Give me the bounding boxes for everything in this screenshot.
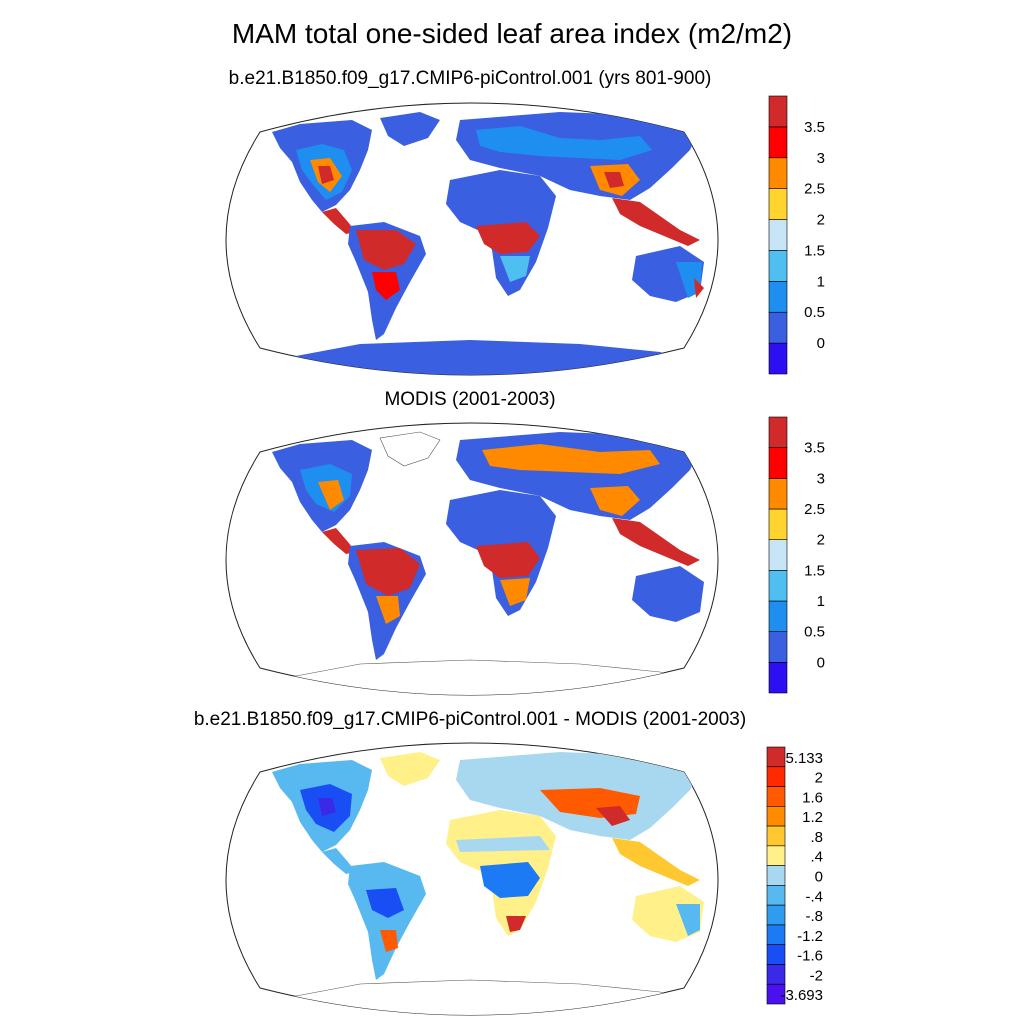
colorbar-modis-tick-label: 1.5 — [804, 562, 825, 579]
colorbar-difference-swatch — [766, 746, 786, 768]
colorbar-model-swatch — [768, 95, 788, 128]
colorbar-difference-swatch — [766, 924, 786, 945]
colorbar-difference-tick-label: -.8 — [805, 908, 823, 925]
panel-2-title: MODIS (2001-2003) — [384, 389, 556, 410]
colorbar-modis-tick-label: 3 — [817, 470, 825, 487]
colorbar-difference-swatch — [766, 786, 786, 807]
colorbar-modis-swatch — [768, 600, 788, 632]
colorbar-difference-swatch — [766, 944, 786, 965]
colorbar-model-swatch — [768, 281, 788, 313]
colorbar-modis-swatch — [768, 570, 788, 602]
colorbar-difference-swatch — [766, 766, 786, 787]
colorbar-model-swatch — [768, 219, 788, 251]
colorbar-modis-tick-label: 2.5 — [804, 501, 825, 518]
map-modis — [225, 422, 719, 696]
colorbar-difference-swatch — [766, 983, 786, 1005]
colorbar-difference-swatch — [766, 845, 786, 866]
colorbar-difference-tick-label: 0 — [815, 869, 823, 886]
colorbar-model-swatch — [768, 250, 788, 282]
colorbar-modis-tick-label: 2 — [817, 532, 825, 549]
colorbar-difference-tick-label: -2 — [810, 967, 823, 984]
colorbar-difference-tick-label: 1.6 — [802, 789, 823, 806]
colorbar-model-tick-label: 2.5 — [804, 181, 825, 198]
colorbar-difference-tick-label: .4 — [810, 849, 823, 866]
colorbar-model-tick-label: 0.5 — [804, 304, 825, 321]
colorbar-model-tick-label: 3.5 — [804, 119, 825, 136]
colorbar-modis-swatch — [768, 631, 788, 663]
colorbar-modis-tick-label: 1 — [817, 593, 825, 610]
colorbar-model: 0 0.5 1 1.5 2 2.5 3 3.5 — [768, 95, 825, 375]
colorbar-difference-tick-label: 5.133 — [785, 750, 823, 767]
continent-greenland — [380, 112, 440, 146]
colorbar-modis-swatch — [768, 416, 788, 448]
colorbar-model-swatch — [768, 311, 788, 344]
colorbar-model-swatch — [768, 126, 788, 159]
colorbar-difference-swatch — [766, 964, 786, 985]
map-difference — [225, 742, 719, 1016]
colorbar-modis-swatch — [768, 508, 788, 540]
colorbar-modis-swatch — [768, 662, 788, 694]
panel-3-title: b.e21.B1850.f09_g17.CMIP6-piControl.001 … — [193, 709, 747, 730]
colorbar-model-swatch — [768, 157, 788, 189]
colorbar-difference-tick-label: 1.2 — [802, 809, 823, 826]
colorbar-modis-tick-label: 3.5 — [804, 440, 825, 457]
colorbar-model-swatch — [768, 188, 788, 220]
colorbar-model-swatch — [768, 342, 788, 375]
colorbar-model-tick-label: 2 — [817, 212, 825, 229]
colorbar-difference: 5.133 2 1.6 1.2 .8 .4 0 -.4 -.8 -1.2 -1.6 -2 -3.693 — [766, 746, 823, 1005]
map-model — [225, 102, 719, 376]
colorbar-difference-swatch — [766, 865, 786, 886]
colorbar-model-tick-label: 0 — [817, 335, 825, 352]
colorbar-modis: 0 0.5 1 1.5 2 2.5 3 3.5 — [768, 416, 825, 694]
colorbar-difference-tick-label: 2 — [815, 770, 823, 787]
colorbar-modis-swatch — [768, 478, 788, 510]
colorbar-difference-swatch — [766, 825, 786, 847]
colorbar-model-tick-label: 1 — [817, 273, 825, 290]
colorbar-difference-tick-label: -3.693 — [780, 987, 823, 1004]
colorbar-modis-tick-label: 0.5 — [804, 624, 825, 641]
colorbar-model-tick-label: 1.5 — [804, 242, 825, 259]
colorbar-modis-swatch — [768, 539, 788, 571]
colorbar-difference-tick-label: .8 — [810, 829, 823, 846]
colorbar-modis-swatch — [768, 447, 788, 479]
colorbar-difference-tick-label: -1.6 — [797, 948, 823, 965]
panel-1-title: b.e21.B1850.f09_g17.CMIP6-piControl.001 … — [228, 68, 712, 89]
figure-title: MAM total one-sided leaf area index (m2/… — [231, 18, 793, 49]
colorbar-difference-tick-label: -.4 — [805, 888, 823, 905]
colorbar-modis-tick-label: 0 — [817, 654, 825, 671]
colorbar-difference-swatch — [766, 806, 786, 827]
colorbar-model-tick-label: 3 — [817, 150, 825, 167]
colorbar-difference-swatch — [766, 885, 786, 906]
colorbar-difference-swatch — [766, 904, 786, 926]
colorbar-difference-tick-label: -1.2 — [797, 928, 823, 945]
